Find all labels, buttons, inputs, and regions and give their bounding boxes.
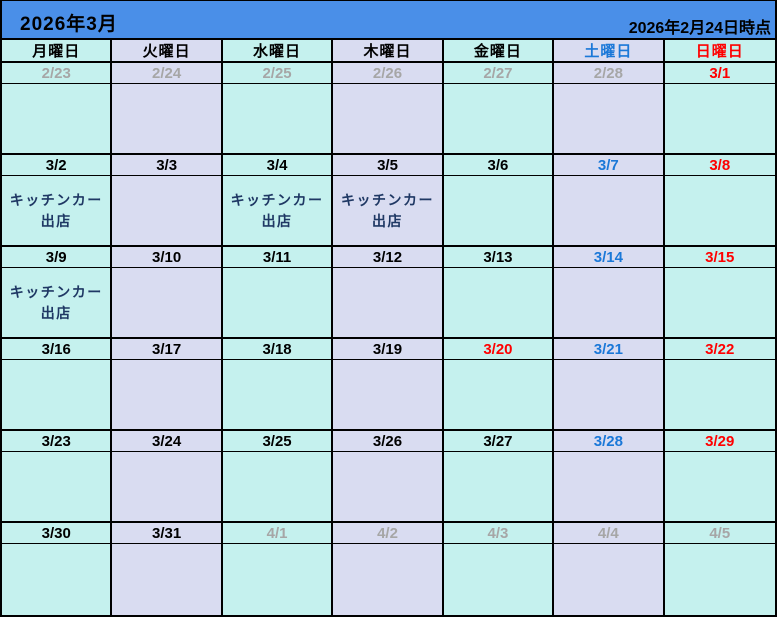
event-cell[interactable] bbox=[554, 360, 665, 431]
event-cell[interactable] bbox=[222, 360, 334, 431]
event-cell[interactable] bbox=[443, 268, 555, 339]
date-cell[interactable]: 3/9 bbox=[2, 247, 113, 268]
event-cell[interactable] bbox=[333, 84, 444, 155]
event-cell[interactable] bbox=[112, 84, 223, 155]
date-cell[interactable]: 2/23 bbox=[2, 63, 113, 84]
event-cell[interactable] bbox=[112, 452, 223, 523]
calendar-grid: 月曜日 火曜日 水曜日 木曜日 金曜日 土曜日 日曜日 2/23 2/24 2/… bbox=[2, 40, 775, 615]
event-cell[interactable] bbox=[664, 452, 775, 523]
event-cell[interactable] bbox=[664, 268, 775, 339]
event-cell[interactable] bbox=[333, 268, 444, 339]
date-cell[interactable]: 3/6 bbox=[443, 155, 555, 176]
date-cell[interactable]: 3/4 bbox=[222, 155, 334, 176]
calendar-month-title: 2026年3月 bbox=[20, 14, 118, 35]
date-cell[interactable]: 4/3 bbox=[443, 523, 555, 544]
date-cell[interactable]: 4/5 bbox=[664, 523, 775, 544]
event-cell[interactable]: キッチンカー 出店 bbox=[2, 176, 113, 247]
date-cell[interactable]: 3/7 bbox=[554, 155, 665, 176]
event-cell[interactable] bbox=[554, 176, 665, 247]
date-cell[interactable]: 3/13 bbox=[443, 247, 555, 268]
date-cell[interactable]: 3/22 bbox=[664, 339, 775, 360]
date-cell[interactable]: 2/27 bbox=[443, 63, 555, 84]
date-cell[interactable]: 3/21 bbox=[554, 339, 665, 360]
weekday-header: 日曜日 bbox=[664, 40, 775, 63]
date-cell[interactable]: 3/16 bbox=[2, 339, 113, 360]
event-cell[interactable] bbox=[2, 360, 113, 431]
event-cell[interactable] bbox=[112, 268, 223, 339]
date-cell[interactable]: 2/24 bbox=[112, 63, 223, 84]
event-cell[interactable] bbox=[2, 544, 113, 615]
date-cell[interactable]: 3/11 bbox=[222, 247, 334, 268]
date-cell[interactable]: 3/2 bbox=[2, 155, 113, 176]
event-cell[interactable] bbox=[222, 452, 334, 523]
date-cell[interactable]: 4/4 bbox=[554, 523, 665, 544]
date-cell[interactable]: 2/28 bbox=[554, 63, 665, 84]
date-cell[interactable]: 3/27 bbox=[443, 431, 555, 452]
date-cell[interactable]: 3/20 bbox=[443, 339, 555, 360]
date-cell[interactable]: 3/28 bbox=[554, 431, 665, 452]
event-cell[interactable] bbox=[443, 360, 555, 431]
date-cell[interactable]: 3/3 bbox=[112, 155, 223, 176]
event-cell[interactable] bbox=[333, 360, 444, 431]
date-cell[interactable]: 4/2 bbox=[333, 523, 444, 544]
date-cell[interactable]: 3/17 bbox=[112, 339, 223, 360]
date-cell[interactable]: 3/14 bbox=[554, 247, 665, 268]
weekday-header: 土曜日 bbox=[554, 40, 665, 63]
date-cell[interactable]: 3/29 bbox=[664, 431, 775, 452]
event-cell[interactable] bbox=[443, 452, 555, 523]
date-cell[interactable]: 3/10 bbox=[112, 247, 223, 268]
date-cell[interactable]: 3/1 bbox=[664, 63, 775, 84]
date-cell[interactable]: 3/30 bbox=[2, 523, 113, 544]
event-cell[interactable] bbox=[443, 176, 555, 247]
event-cell[interactable] bbox=[112, 544, 223, 615]
weekday-header: 月曜日 bbox=[2, 40, 113, 63]
event-cell[interactable] bbox=[664, 176, 775, 247]
event-cell[interactable]: キッチンカー 出店 bbox=[222, 176, 334, 247]
date-cell[interactable]: 3/24 bbox=[112, 431, 223, 452]
event-cell[interactable] bbox=[554, 544, 665, 615]
event-cell[interactable] bbox=[664, 84, 775, 155]
date-cell[interactable]: 4/1 bbox=[222, 523, 334, 544]
event-cell[interactable] bbox=[443, 544, 555, 615]
event-cell[interactable] bbox=[112, 176, 223, 247]
date-cell[interactable]: 3/5 bbox=[333, 155, 444, 176]
event-cell[interactable] bbox=[2, 452, 113, 523]
event-cell[interactable]: キッチンカー 出店 bbox=[2, 268, 113, 339]
weekday-header: 木曜日 bbox=[333, 40, 444, 63]
event-cell[interactable] bbox=[554, 452, 665, 523]
date-cell[interactable]: 2/25 bbox=[222, 63, 334, 84]
event-cell[interactable] bbox=[222, 268, 334, 339]
event-cell[interactable] bbox=[222, 84, 334, 155]
date-cell[interactable]: 3/8 bbox=[664, 155, 775, 176]
event-cell[interactable] bbox=[664, 544, 775, 615]
event-cell[interactable] bbox=[443, 84, 555, 155]
event-cell[interactable] bbox=[2, 84, 113, 155]
date-cell[interactable]: 3/18 bbox=[222, 339, 334, 360]
date-cell[interactable]: 3/23 bbox=[2, 431, 113, 452]
date-cell[interactable]: 3/31 bbox=[112, 523, 223, 544]
date-cell[interactable]: 3/19 bbox=[333, 339, 444, 360]
date-cell[interactable]: 2/26 bbox=[333, 63, 444, 84]
weekday-header: 金曜日 bbox=[443, 40, 555, 63]
date-cell[interactable]: 3/26 bbox=[333, 431, 444, 452]
event-cell[interactable] bbox=[222, 544, 334, 615]
event-cell[interactable]: キッチンカー 出店 bbox=[333, 176, 444, 247]
weekday-header: 水曜日 bbox=[222, 40, 334, 63]
date-cell[interactable]: 3/15 bbox=[664, 247, 775, 268]
date-cell[interactable]: 3/12 bbox=[333, 247, 444, 268]
date-cell[interactable]: 3/25 bbox=[222, 431, 334, 452]
event-cell[interactable] bbox=[664, 360, 775, 431]
event-cell[interactable] bbox=[554, 84, 665, 155]
event-cell[interactable] bbox=[333, 544, 444, 615]
title-bar: 2026年3月 2026年2月24日時点 bbox=[2, 1, 775, 40]
weekday-header: 火曜日 bbox=[112, 40, 223, 63]
event-cell[interactable] bbox=[554, 268, 665, 339]
event-cell[interactable] bbox=[333, 452, 444, 523]
as-of-timestamp: 2026年2月24日時点 bbox=[628, 20, 771, 37]
event-cell[interactable] bbox=[112, 360, 223, 431]
